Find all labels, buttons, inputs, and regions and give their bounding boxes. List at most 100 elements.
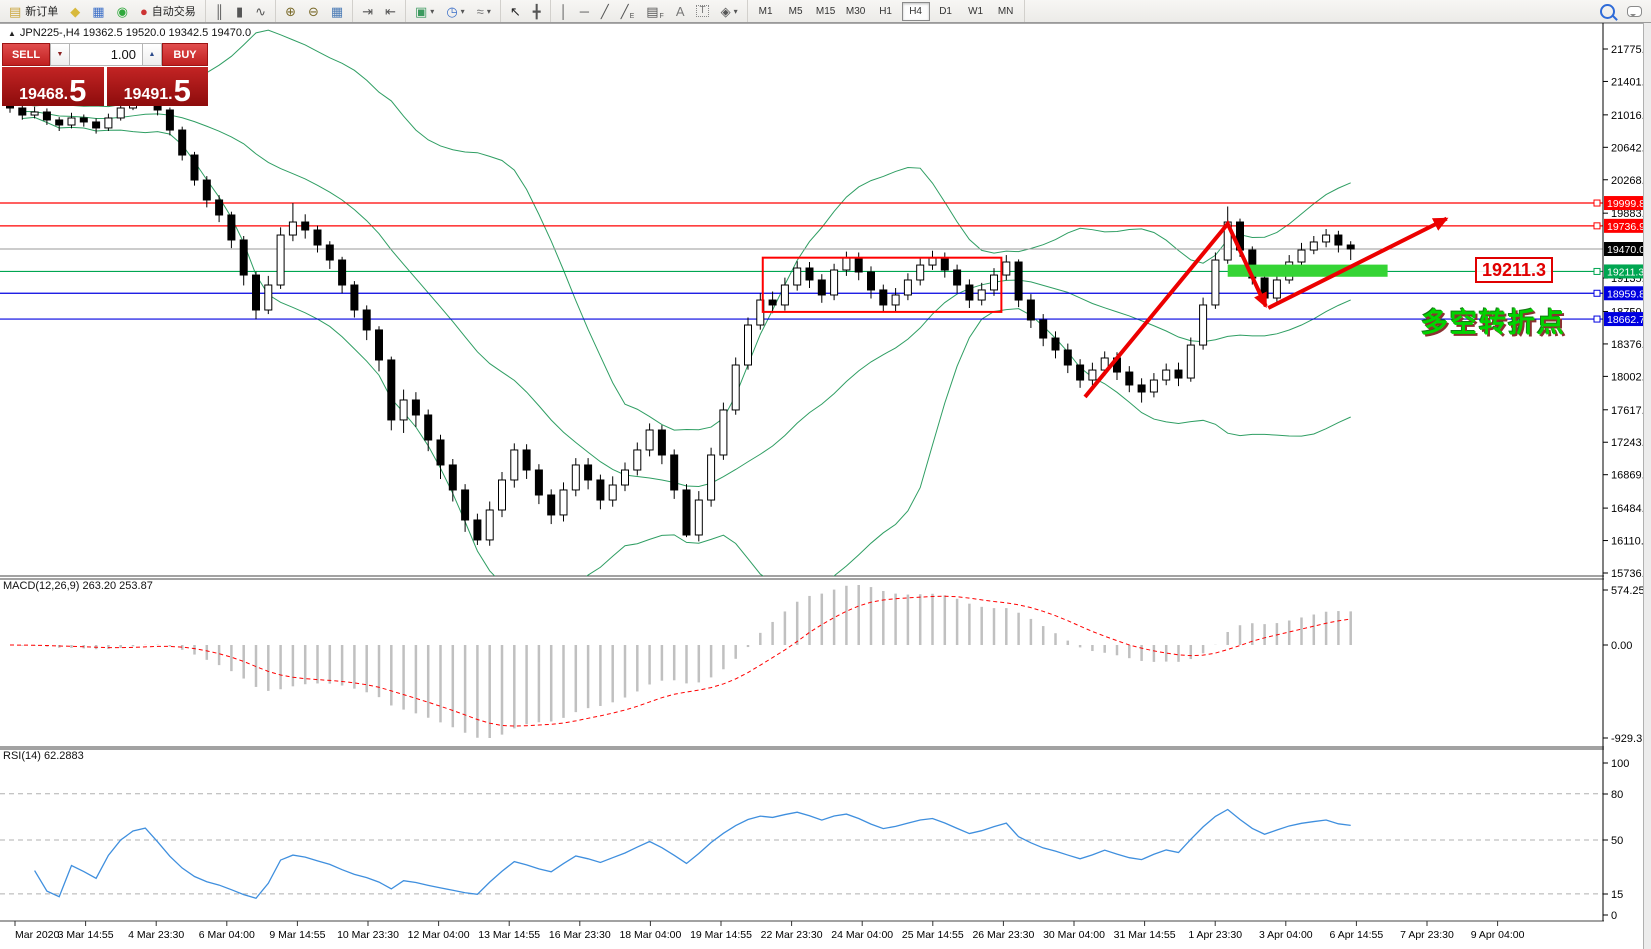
cursor-icon[interactable]: ↖ xyxy=(505,1,526,21)
charts-grid-icon[interactable]: ◆ xyxy=(65,1,85,21)
price-axis[interactable]: 21775.0 21401.0 21016.0 20642.0 20268.0 19883… xyxy=(1602,23,1651,949)
candlestick-chart-icon[interactable]: ▮ xyxy=(231,1,248,21)
turning-point-annotation[interactable]: 多空转折点 xyxy=(1421,308,1566,338)
consolidation-box[interactable] xyxy=(761,256,1003,313)
svg-text:21401.0: 21401.0 xyxy=(1611,76,1651,88)
indicator-axis[interactable]: 574.25 0.00 -929.3 100 80 50 15 0 xyxy=(1603,585,1645,922)
channel-icon: ╱ xyxy=(620,3,629,19)
svg-text:-929.3: -929.3 xyxy=(1611,733,1642,745)
timeframe-m1[interactable]: M1 xyxy=(758,5,773,17)
chat-icon[interactable] xyxy=(1622,1,1647,21)
timeframe-h4[interactable]: H4 xyxy=(901,1,930,21)
candlestick-chart-icon: ▮ xyxy=(236,3,244,19)
zoom-in-icon[interactable]: ⊕ xyxy=(280,1,301,21)
svg-text:3 Mar 14:55: 3 Mar 14:55 xyxy=(58,929,114,941)
svg-text:15736.0: 15736.0 xyxy=(1611,568,1651,580)
new-order-button[interactable]: ▤ 新订单 xyxy=(9,3,59,19)
channel-icon[interactable]: ╱ E xyxy=(620,3,635,21)
timeframe-mn[interactable]: MN xyxy=(997,5,1014,17)
timeframe-m5[interactable]: M5 xyxy=(788,5,803,17)
timeframe-h1[interactable]: H1 xyxy=(879,5,892,17)
toolbar: ▤ 新订单 ◆ ▦ ◉ ● 自动交易 ║ ▮ ∿ ⊕ ⊖ ▦ ⇥ ⇤ ▣ ▾ ◷ ▾ ≈ ▾ ↖ ╋ │ ─ ╱ ╱ E ▤ F A T ◈ ▾ M… xyxy=(0,0,1651,23)
profiles-dropdown[interactable]: ◷ ▾ xyxy=(446,3,465,19)
sell-button[interactable]: SELL xyxy=(2,43,50,66)
text-icon[interactable]: A xyxy=(671,1,690,21)
label-icon[interactable]: T xyxy=(691,1,713,21)
chart-shift-icon[interactable]: ⇤ xyxy=(380,1,401,21)
bar-chart-icon[interactable]: ║ xyxy=(210,1,229,21)
line-chart-icon[interactable]: ∿ xyxy=(250,1,271,21)
volume-decrease-button[interactable]: ▼ xyxy=(50,43,70,66)
zoom-in-icon: ⊕ xyxy=(285,3,296,19)
svg-text:0: 0 xyxy=(1611,910,1617,922)
pane-separators[interactable] xyxy=(0,575,1644,922)
bid-price-big-digit: 5 xyxy=(69,72,87,108)
svg-text:80: 80 xyxy=(1611,789,1623,801)
macd-histogram xyxy=(21,585,1352,738)
one-click-trading-panel: SELL ▼ ▲ BUY 19468.5 19491.5 xyxy=(2,43,208,106)
chat-icon xyxy=(1627,5,1642,17)
market-watch-icon[interactable]: ▦ xyxy=(87,1,109,21)
timeframe-w1[interactable]: W1 xyxy=(968,5,984,17)
volume-increase-button[interactable]: ▲ xyxy=(142,43,162,66)
one-click-panel-toggle-icon[interactable]: ▲ xyxy=(8,29,16,38)
svg-text:6 Apr 14:55: 6 Apr 14:55 xyxy=(1330,929,1384,941)
svg-text:15: 15 xyxy=(1611,889,1623,901)
support-price-callout[interactable]: 19211.3 xyxy=(1475,257,1554,283)
svg-text:25 Mar 14:55: 25 Mar 14:55 xyxy=(902,929,964,941)
signals-icon[interactable]: ◉ xyxy=(112,1,133,21)
svg-text:7 Apr 23:30: 7 Apr 23:30 xyxy=(1400,929,1454,941)
svg-text:50: 50 xyxy=(1611,835,1623,847)
vertical-line-icon[interactable]: │ xyxy=(555,1,573,21)
ask-price[interactable]: 19491. 5 xyxy=(106,67,208,106)
fibonacci-icon[interactable]: ▤ F xyxy=(646,3,664,21)
search-icon xyxy=(1600,3,1615,19)
profiles-dropdown: ◷ xyxy=(446,3,458,19)
auto-scroll-icon: ⇥ xyxy=(362,3,374,19)
svg-text:9 Mar 14:55: 9 Mar 14:55 xyxy=(269,929,325,941)
svg-text:30 Mar 04:00: 30 Mar 04:00 xyxy=(1043,929,1105,941)
symbol-ohlc-text: JPN225-,H4 19362.5 19520.0 19342.5 19470… xyxy=(19,27,252,39)
search-icon[interactable] xyxy=(1595,1,1620,21)
svg-text:19999.8: 19999.8 xyxy=(1607,198,1645,210)
svg-text:16484.0: 16484.0 xyxy=(1611,503,1651,515)
timeframe-d1[interactable]: D1 xyxy=(939,5,952,17)
svg-text:16 Mar 23:30: 16 Mar 23:30 xyxy=(549,929,611,941)
line-chart-icon: ∿ xyxy=(255,3,267,19)
tile-windows-icon[interactable]: ▦ xyxy=(326,1,348,21)
bid-price[interactable]: 19468. 5 xyxy=(2,67,104,106)
label-icon: T xyxy=(696,5,709,17)
new-chart-dropdown[interactable]: ▣ ▾ xyxy=(415,3,435,19)
svg-text:18376.0: 18376.0 xyxy=(1611,339,1651,351)
shapes-dropdown[interactable]: ◈ ▾ xyxy=(720,3,738,19)
svg-text:21016.0: 21016.0 xyxy=(1611,110,1651,122)
signals-icon: ◉ xyxy=(116,3,128,19)
crosshair-icon[interactable]: ╋ xyxy=(528,1,546,21)
buy-button[interactable]: BUY xyxy=(162,43,208,66)
zoom-out-icon[interactable]: ⊖ xyxy=(303,1,324,21)
svg-text:19211.3: 19211.3 xyxy=(1607,266,1644,278)
timeframe-m30[interactable]: M30 xyxy=(845,5,866,17)
horizontal-line-icon[interactable]: ─ xyxy=(575,1,594,21)
market-watch-icon: ▦ xyxy=(92,3,105,19)
autotrading-button[interactable]: ● 自动交易 xyxy=(139,3,196,19)
shapes-dropdown: ◈ xyxy=(720,3,731,19)
timeframe-m15[interactable]: M15 xyxy=(815,5,836,17)
svg-text:Mar 2020: Mar 2020 xyxy=(15,929,60,941)
svg-text:21775.0: 21775.0 xyxy=(1611,44,1651,56)
indicators-dropdown[interactable]: ≈ ▾ xyxy=(476,3,491,19)
svg-text:100: 100 xyxy=(1611,758,1629,770)
auto-scroll-icon[interactable]: ⇥ xyxy=(357,1,378,21)
svg-text:16110.0: 16110.0 xyxy=(1611,536,1650,548)
indicators-dropdown: ≈ xyxy=(476,3,484,19)
horizontal-levels[interactable] xyxy=(0,199,1603,323)
window-right-edge xyxy=(1643,23,1651,949)
trendline-icon[interactable]: ╱ xyxy=(596,1,614,21)
rsi-indicator-label: RSI(14) 62.2883 xyxy=(3,750,84,762)
rsi-line xyxy=(34,808,1351,899)
volume-input[interactable] xyxy=(70,43,142,66)
trend-arrows[interactable] xyxy=(1083,216,1449,399)
svg-text:17243.0: 17243.0 xyxy=(1611,437,1651,449)
